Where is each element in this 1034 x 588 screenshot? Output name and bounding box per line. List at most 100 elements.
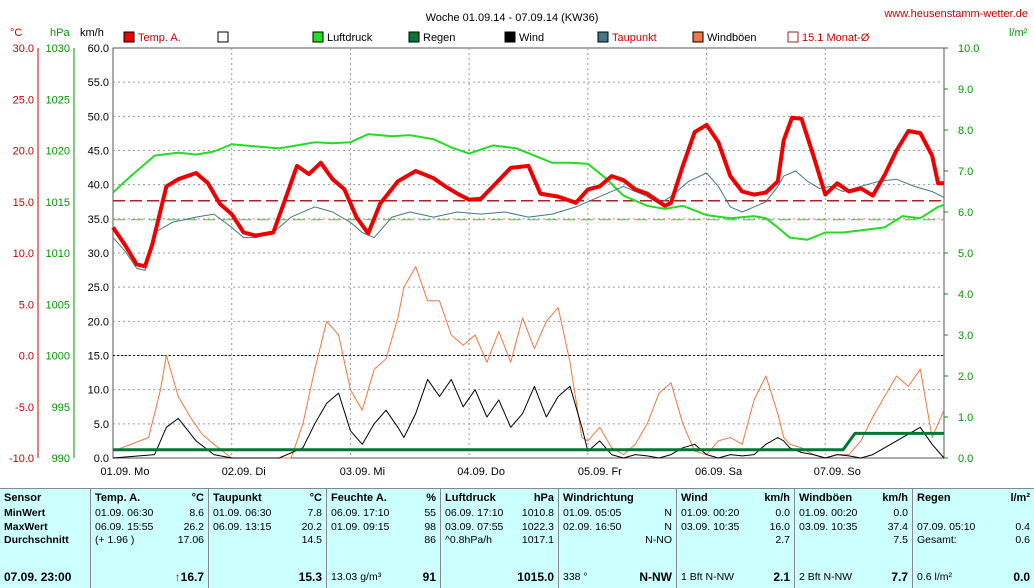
gust-current-value: 7.7 [891,569,908,584]
stats-wind-unit: km/h [764,492,790,504]
temp-series-line [111,115,944,269]
day-label: 07.09. So [814,466,861,478]
rain-tick: 8.0 [958,125,973,137]
wind-avg-value: 2.7 [775,534,790,546]
rain-total-value: 0.6 [1015,534,1030,546]
hpa-tick: 1010 [46,248,70,260]
rain-tick: 9.0 [958,84,973,96]
stats-temp-unit: °C [191,492,204,504]
gust-avg-value: 7.5 [893,534,908,546]
temp-current-value: 16.7 [180,569,204,584]
kmh-unit: km/h [80,27,104,39]
stats-rain-header: Regen [917,492,951,504]
hpa-tick: 1015 [46,197,70,209]
stats-hum-col: Feuchte A.% 06.09. 17:10 55 01.09. 09:15 9… [326,489,440,588]
gust-bft: 2 Bft N-NW [799,570,853,583]
hum-current-value: 91 [422,569,436,584]
temp-min-value: 8.6 [189,507,204,519]
chart-title: Woche 01.09.14 - 07.09.14 (KW36) [426,12,599,24]
dir-avg-value: N-NO [645,534,672,546]
legend-swatch [312,31,324,43]
temp-tick: 5.0 [19,299,34,311]
legend-swatch [597,31,609,43]
temp-tick: 20.0 [13,146,34,158]
day-label: 04.09. Do [457,466,505,478]
stats-gust-col: Windböen km/h 01.09. 00:20 0.0 03.09. 10:3… [794,489,912,588]
kmh-tick: 0.0 [94,453,109,465]
rain-unit: l/m² [1009,27,1028,39]
current-time: 07.09. 23:00 [4,569,72,584]
pres-trend: ^0.8hPa/h [445,534,492,546]
kmh-tick: 5.0 [94,419,109,431]
temp-min-time: 01.09. 06:30 [95,507,154,519]
temp-tick: 30.0 [13,43,34,55]
day-label: 06.09. Sa [695,466,743,478]
gust-min-value: 0.0 [893,507,908,519]
gust-series-line [112,266,945,459]
rain-tick: 1.0 [958,412,973,424]
hpa-tick: 1030 [46,43,70,55]
wind-current-value: 2.1 [773,569,790,584]
kmh-tick: 45.0 [88,146,109,158]
hum-max-time: 01.09. 09:15 [331,520,390,533]
dew-min-time: 01.09. 06:30 [213,507,272,519]
temp-tick: 10.0 [13,248,34,260]
hum-absolute: 13.03 g/m³ [331,570,382,583]
hum-min-time: 06.09. 17:10 [331,507,390,519]
day-label: 02.09. Di [222,466,266,478]
kmh-tick: 50.0 [88,111,109,123]
rain-max-time: 07.09. 05:10 [917,520,976,533]
kmh-tick: 40.0 [88,180,109,192]
hum-min-value: 55 [424,507,436,519]
temp-tick: 15.0 [13,197,34,209]
dew-current-value: 15.3 [298,569,322,584]
stats-dew-unit: °C [309,492,322,504]
stats-pres-unit: hPa [533,492,554,504]
wind-max-time: 03.09. 10:35 [681,520,740,533]
dew-min-value: 7.8 [307,507,322,519]
hpa-tick: 1025 [46,94,70,106]
legend-swatch [787,31,799,43]
pres-min-time: 06.09. 17:10 [445,507,504,519]
legend-label: Windböen [707,32,757,44]
rising-arrow-icon: ↑ [174,569,181,584]
dir-max-value: N [664,520,672,533]
rain-tick: 10.0 [958,43,979,55]
stats-table: Sensor MinWert MaxWert Durchschnitt 07.0… [0,488,1034,588]
kmh-tick: 10.0 [88,385,109,397]
stats-pres-header: Luftdruck [445,492,496,504]
hpa-unit: hPa [50,27,70,39]
pres-avg-value: 1017.1 [521,534,554,546]
pres-min-value: 1010.8 [521,507,554,519]
stats-dir-col: Windrichtung 01.09. 05:05 N 02.09. 16:50 N… [558,489,676,588]
legend-label: Wind [519,32,544,44]
legend-label: Regen [423,32,455,44]
wind-min-time: 01.09. 00:20 [681,507,740,519]
dew-series-line [112,170,945,271]
temp-max-time: 06.09. 15:55 [95,520,154,533]
temp-tick: 0.0 [19,351,34,363]
rain-tick: 5.0 [958,248,973,260]
rain-current-value: 0.0 [1013,569,1030,584]
pres-max-value: 1022.3 [521,520,554,533]
stats-temp-header: Temp. A. [95,492,141,504]
legend-label: 15.1 Monat-Ø [802,32,870,44]
temp-max-value: 26.2 [183,520,204,533]
rain-series-line [113,431,944,452]
stats-wind-col: Wind km/h 01.09. 00:20 0.0 03.09. 10:35 16.… [676,489,794,588]
hpa-tick: 990 [52,453,70,465]
stats-temp-col: Temp. A. °C 01.09. 06:30 8.6 06.09. 15:55 2… [90,489,208,588]
gust-max-value: 37.4 [887,520,908,533]
kmh-tick: 15.0 [88,351,109,363]
stats-pres-col: Luftdruck hPa 06.09. 17:10 1010.8 03.09. 0… [440,489,558,588]
pressure-series-line [112,133,945,241]
stats-gust-header: Windböen [799,492,853,504]
stats-dew-header: Taupunkt [213,492,262,504]
stats-dew-col: Taupunkt °C 01.09. 06:30 7.8 06.09. 13:15 2… [208,489,326,588]
stats-hum-header: Feuchte A. [331,492,387,504]
wind-series-line [112,378,945,459]
stats-rain-unit: l/m² [1010,492,1030,504]
hpa-tick: 995 [52,402,70,414]
rain-tick: 4.0 [958,289,973,301]
label-max: MaxWert [4,520,48,533]
